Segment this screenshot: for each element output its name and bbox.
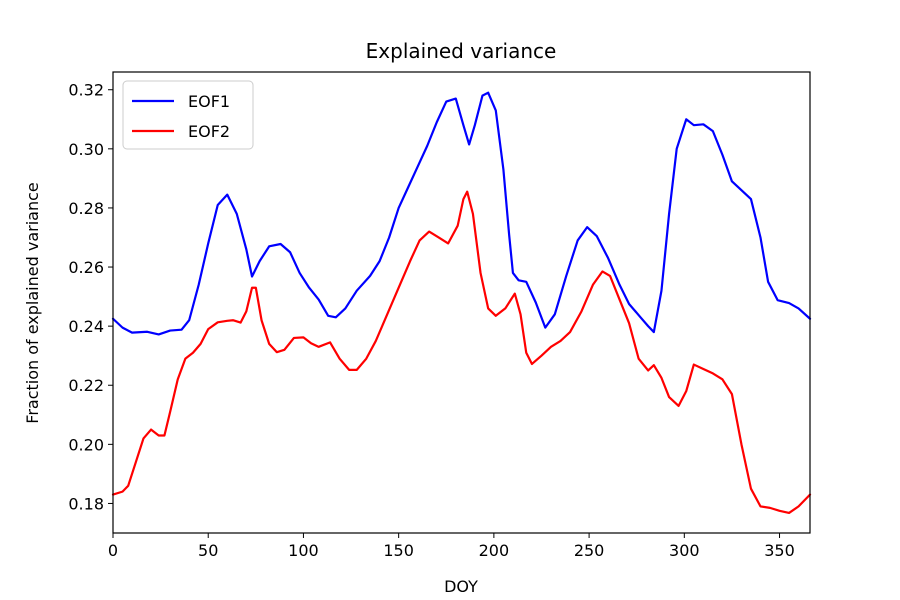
x-tick-label: 50: [198, 541, 218, 560]
y-tick-label: 0.18: [68, 494, 104, 513]
legend-label-eof2: EOF2: [188, 122, 230, 141]
y-axis-label: Fraction of explained variance: [23, 182, 42, 423]
plot-frame: [112, 71, 811, 534]
y-tick-label: 0.32: [68, 81, 104, 100]
y-tick-label: 0.20: [68, 435, 104, 454]
y-tick-label: 0.22: [68, 376, 104, 395]
plot-lines: [111, 91, 812, 515]
x-tick-label: 150: [383, 541, 414, 560]
x-tick-label: 250: [574, 541, 605, 560]
x-tick-label: 0: [108, 541, 118, 560]
series-line-eof2: [111, 190, 812, 515]
x-axis-label: DOY: [444, 577, 478, 596]
x-axis-ticks: 0 50 100 150 200 250 300 350: [108, 533, 795, 560]
x-tick-label: 100: [288, 541, 319, 560]
legend-label-eof1: EOF1: [188, 92, 230, 111]
chart-title: Explained variance: [366, 39, 557, 63]
y-tick-label: 0.30: [68, 140, 104, 159]
series-line-eof1: [111, 91, 812, 336]
x-tick-label: 300: [669, 541, 700, 560]
y-tick-label: 0.24: [68, 317, 104, 336]
x-tick-label: 350: [764, 541, 795, 560]
legend: EOF1 EOF2: [122, 80, 254, 150]
y-tick-label: 0.28: [68, 199, 104, 218]
y-tick-label: 0.26: [68, 258, 104, 277]
y-axis-ticks: 0.18 0.20 0.22 0.24 0.26 0.28 0.30 0.32: [68, 81, 113, 513]
x-tick-label: 200: [479, 541, 510, 560]
